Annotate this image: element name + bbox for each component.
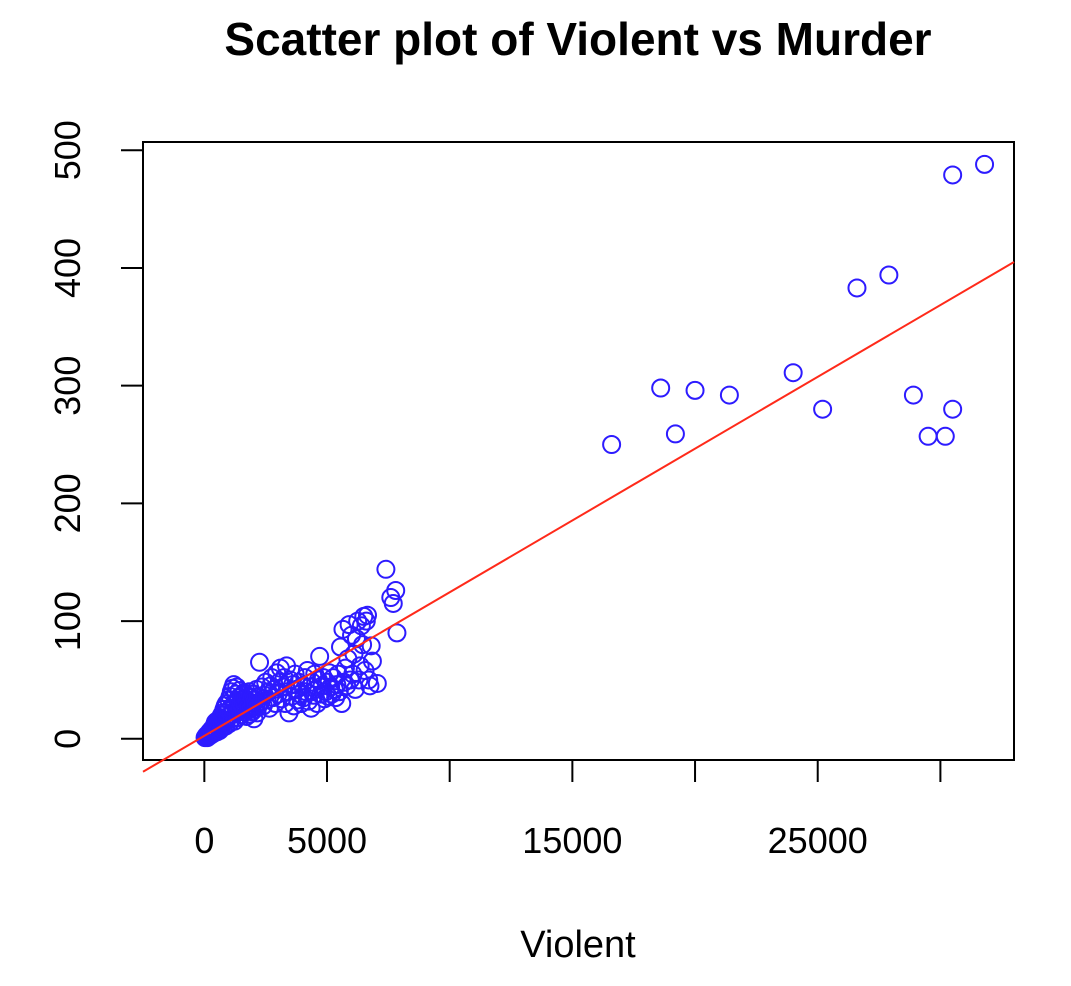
data-point <box>918 426 938 446</box>
data-point <box>935 426 955 446</box>
y-tick-label: 300 <box>47 356 88 416</box>
data-point <box>332 693 352 713</box>
fit-line-group <box>142 261 1015 773</box>
data-point <box>252 677 272 697</box>
y-axis: 0 100 200 300 400 500 <box>47 120 144 749</box>
data-point <box>387 623 407 643</box>
fit-line <box>142 261 1015 773</box>
data-point <box>685 380 705 400</box>
data-point <box>350 656 370 676</box>
data-point <box>719 385 739 405</box>
data-point <box>351 616 371 636</box>
data-point <box>362 651 382 671</box>
data-point <box>665 424 685 444</box>
data-point <box>250 652 270 672</box>
x-axis-label: Violent <box>520 924 636 966</box>
x-tick-label: 5000 <box>287 820 367 861</box>
data-point <box>367 673 387 693</box>
plot-frame <box>142 141 1015 761</box>
data-point <box>943 165 963 185</box>
data-point <box>349 670 369 690</box>
y-tick-label: 200 <box>47 473 88 533</box>
chart-title: Scatter plot of Violent vs Murder <box>224 13 931 65</box>
x-tick-label: 15000 <box>522 820 622 861</box>
data-point <box>813 399 833 419</box>
data-point <box>360 676 380 696</box>
data-point <box>847 278 867 298</box>
data-point <box>943 399 963 419</box>
data-point <box>383 593 403 613</box>
y-tick-label: 400 <box>47 238 88 298</box>
y-tick-label: 500 <box>47 120 88 180</box>
data-point <box>301 698 321 718</box>
data-point <box>783 363 803 383</box>
data-point <box>376 559 396 579</box>
data-point <box>602 435 622 455</box>
data-point <box>357 605 377 625</box>
x-tick-label: 25000 <box>768 820 868 861</box>
data-point <box>353 635 373 655</box>
data-point <box>879 265 899 285</box>
y-tick-label: 0 <box>47 729 88 749</box>
x-axis: 0 5000 15000 25000 <box>194 759 942 861</box>
data-point <box>975 154 995 174</box>
data-point <box>345 679 365 699</box>
data-point <box>310 646 330 666</box>
x-tick-label: 0 <box>194 820 214 861</box>
data-point <box>275 693 295 713</box>
data-point <box>386 580 406 600</box>
y-tick-label: 100 <box>47 591 88 651</box>
data-point <box>903 385 923 405</box>
data-point <box>348 611 368 631</box>
scatter-points <box>195 154 995 748</box>
data-point <box>651 378 671 398</box>
